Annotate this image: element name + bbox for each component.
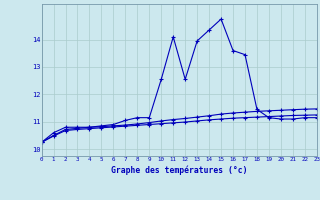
X-axis label: Graphe des températures (°c): Graphe des températures (°c) [111,165,247,175]
